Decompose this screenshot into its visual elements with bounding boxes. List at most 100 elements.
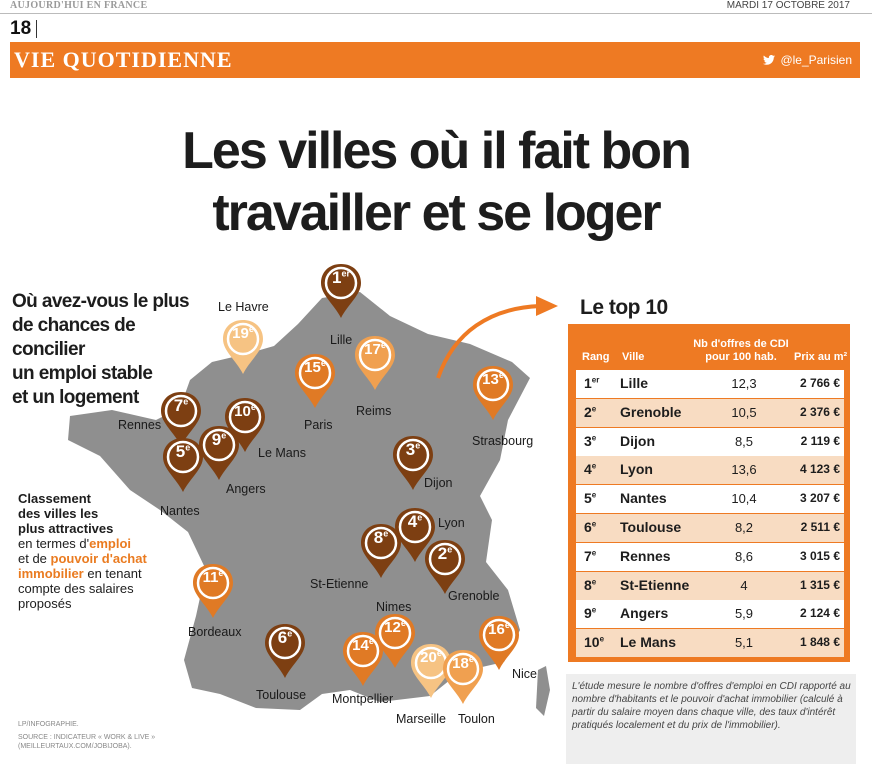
pin-rank-number: 6 <box>277 628 288 647</box>
page-number-rule <box>36 20 37 38</box>
france-silhouette <box>68 292 530 710</box>
pin-rank: 8e <box>358 528 404 548</box>
map-pin-lille: 1er <box>318 262 364 320</box>
row-rank-suffix: e <box>591 404 597 414</box>
city-label-toulouse: Toulouse <box>256 688 307 702</box>
pin-rank-number: 4 <box>407 512 418 531</box>
row-city: Angers <box>620 605 669 622</box>
row-price: 2 376 € <box>799 404 840 419</box>
ranking-description: Classement des villes les plus attractiv… <box>18 491 178 611</box>
location-pin-icon <box>265 624 305 678</box>
location-pin-icon <box>425 540 465 594</box>
map-pin-rennes: 7e <box>158 390 204 448</box>
row-rank: 3e <box>584 432 597 449</box>
pin-rank: 18e <box>440 654 486 672</box>
city-label-reims: Reims <box>356 404 392 418</box>
location-pin-icon <box>395 508 435 562</box>
city-label-nantes: Nantes <box>160 504 200 518</box>
map-pin-nimes: 12e <box>372 612 418 670</box>
pin-rank-number: 17 <box>364 341 381 358</box>
location-pin-icon <box>321 264 361 318</box>
city-label-nice: Nice <box>512 667 538 681</box>
city-label-toulon: Toulon <box>458 712 495 726</box>
row-offers: 8,2 <box>734 520 754 535</box>
ranking-desc-line: immobilier en tenant <box>18 566 178 581</box>
location-pin-icon <box>163 438 203 492</box>
map-pin-le-mans: 10e <box>222 396 268 454</box>
pin-rank-number: 5 <box>175 442 186 461</box>
row-rank-suffix: e <box>591 519 597 529</box>
row-rank-suffix: e <box>591 548 597 558</box>
pin-rank-suffix: e <box>468 654 474 664</box>
city-label-dijon: Dijon <box>424 476 453 490</box>
ranking-desc-emphasis: pouvoir d'achat <box>50 551 147 566</box>
note-box <box>566 674 856 764</box>
pin-rank-suffix: e <box>368 636 374 646</box>
row-offers: 4 <box>740 577 748 593</box>
row-price: 1 848 € <box>799 635 840 650</box>
map-pin-dijon: 3e <box>390 434 436 492</box>
pin-rank-suffix: e <box>185 442 191 453</box>
map-pin-angers: 9e <box>196 424 242 482</box>
ranking-desc-line: plus attractives <box>18 521 114 536</box>
row-rank-suffix: e <box>591 490 597 500</box>
pin-rank: 4e <box>392 512 438 532</box>
pin-rank-suffix: e <box>498 370 504 380</box>
row-price: 3 015 € <box>799 548 840 563</box>
ranking-desc-line: et de pouvoir d'achat <box>18 551 178 566</box>
row-rank-suffix: e <box>591 576 597 586</box>
ranking-desc-line: en termes d'emploi <box>18 536 178 551</box>
pin-rank-suffix: e <box>250 402 256 412</box>
twitter-handle[interactable]: @le_Parisien <box>762 53 852 67</box>
row-city: Le Mans <box>620 634 677 651</box>
row-price: 4 123 € <box>799 462 840 477</box>
ranking-desc-text: en termes d' <box>18 536 90 551</box>
pin-rank-number: 16 <box>488 621 505 638</box>
table-row: 7e Rennes 8,6 3 015 € <box>576 542 844 571</box>
city-label-montpellier: Montpellier <box>332 692 394 706</box>
row-offers: 10,4 <box>731 491 757 507</box>
pin-rank: 3e <box>390 440 436 460</box>
location-pin-icon <box>223 320 263 374</box>
table-header-rank: Rang <box>582 351 610 363</box>
question-line-2: de chances de concilier <box>12 315 136 360</box>
pin-rank-suffix: e <box>504 620 510 630</box>
credit-line: (MEILLEURTAUX.COM/JOBIJOBA). <box>18 743 132 750</box>
city-label-lille: Lille <box>330 333 353 347</box>
pin-rank: 17e <box>352 340 398 358</box>
row-city: Nantes <box>620 490 667 507</box>
table-row: 3e Dijon 8,5 2 119 € <box>576 427 844 456</box>
table-header-price: Prix au m² <box>794 351 848 363</box>
city-label-bordeaux: Bordeaux <box>188 625 242 639</box>
ranking-desc-line: des villes les <box>18 506 99 521</box>
credit-line: SOURCE : INDICATEUR « WORK & LIVE » <box>18 734 156 741</box>
pin-rank: 1er <box>318 268 364 288</box>
masthead-date: MARDI 17 OCTOBRE 2017 <box>726 0 850 11</box>
city-label-angers: Angers <box>226 482 266 496</box>
location-pin-icon <box>199 426 239 480</box>
map-pin-le-havre: 19e <box>220 318 266 376</box>
pin-rank: 10e <box>222 402 268 420</box>
pin-rank: 14e <box>340 636 386 654</box>
page-number: 18 <box>10 18 32 39</box>
pin-rank-number: 14 <box>352 637 369 654</box>
pin-rank: 15e <box>292 358 338 376</box>
question-line-3: un emploi stable <box>12 363 153 384</box>
location-pin-icon <box>479 616 519 670</box>
row-city: St-Etienne <box>620 576 690 593</box>
city-label-marseille: Marseille <box>396 712 447 726</box>
row-rank: 8e <box>584 576 597 593</box>
row-price: 2 119 € <box>800 433 840 448</box>
row-rank: 4e <box>584 461 597 478</box>
ranking-desc-line: Classement <box>18 491 91 506</box>
section-title: VIE QUOTIDIENNE <box>14 47 233 72</box>
pin-rank: 11e <box>190 568 236 586</box>
pin-rank-number: 11 <box>202 569 219 586</box>
pin-rank-number: 13 <box>482 371 499 388</box>
location-pin-icon <box>225 398 265 452</box>
headline: Les villes où il fait bon travailler et … <box>0 120 872 244</box>
row-offers: 8,5 <box>734 433 754 449</box>
pin-rank: 6e <box>262 628 308 648</box>
map-pin-toulon: 18e <box>440 648 486 706</box>
table-header-offers-1: Nb d'offres de CDI <box>693 338 789 350</box>
